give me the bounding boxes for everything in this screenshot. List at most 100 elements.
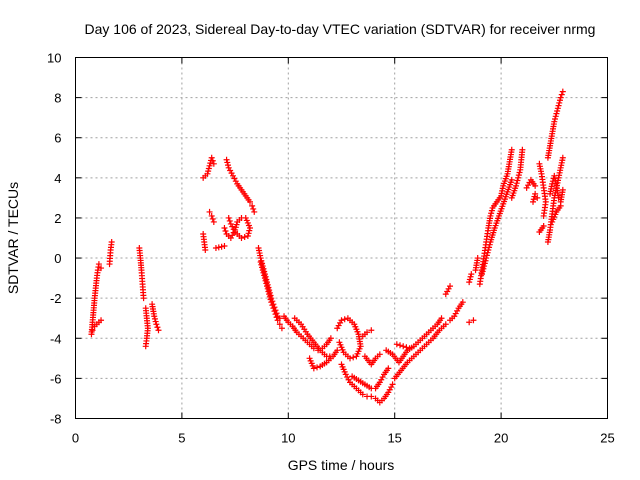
data-point <box>108 239 115 246</box>
data-point <box>327 335 334 342</box>
data-point <box>483 252 490 259</box>
data-point <box>479 268 486 275</box>
x-tick-label: 0 <box>72 431 79 446</box>
data-point <box>233 221 240 228</box>
data-point <box>224 159 231 166</box>
data-point <box>336 339 343 346</box>
data-point <box>341 316 348 323</box>
y-tick-labels: -8 -6 -4 -2 0 2 4 6 8 10 <box>47 51 61 427</box>
data-point <box>227 220 234 227</box>
data-point <box>266 293 273 300</box>
data-point <box>246 198 253 205</box>
data-point <box>406 345 413 352</box>
data-point <box>151 315 158 322</box>
data-point <box>212 245 219 252</box>
data-point <box>221 224 228 231</box>
data-point <box>249 202 256 209</box>
x-tick-label: 25 <box>600 431 614 446</box>
data-point <box>468 271 475 278</box>
data-point <box>534 194 541 201</box>
data-point <box>140 295 147 302</box>
data-point <box>466 319 473 326</box>
data-point <box>258 261 265 268</box>
data-point <box>210 160 217 167</box>
data-point <box>447 283 454 290</box>
data-point <box>481 260 488 267</box>
data-point <box>218 243 225 250</box>
data-point <box>338 317 345 324</box>
data-point <box>532 182 539 189</box>
data-point <box>245 230 252 237</box>
data-point <box>530 198 537 205</box>
y-tick-label: -2 <box>50 291 62 306</box>
data-point <box>272 311 279 318</box>
data-point <box>246 224 253 231</box>
data-point <box>89 327 96 334</box>
data-point <box>483 255 490 262</box>
data-point <box>478 271 485 278</box>
data-point <box>334 347 341 354</box>
data-point <box>221 243 228 250</box>
y-tick-label: 0 <box>54 251 61 266</box>
x-tick-label: 15 <box>387 431 401 446</box>
data-point <box>515 174 522 181</box>
data-point <box>310 365 317 372</box>
data-point <box>531 193 538 200</box>
y-axis-label: SDTVAR / TECUs <box>5 182 21 294</box>
x-axis-label: GPS time / hours <box>288 457 395 473</box>
data-point <box>364 329 371 336</box>
data-point <box>215 244 222 251</box>
data-point <box>486 241 493 248</box>
data-point <box>210 218 217 225</box>
y-tick-label: 10 <box>47 51 61 66</box>
data-point <box>553 110 560 117</box>
data-point <box>204 170 211 177</box>
data-point <box>519 146 526 153</box>
data-point <box>222 227 229 234</box>
data-point <box>327 355 334 362</box>
data-point <box>397 342 404 349</box>
data-point <box>261 275 268 282</box>
y-tick-label: 2 <box>54 211 61 226</box>
data-point <box>98 317 105 324</box>
data-point <box>487 212 494 219</box>
data-point <box>400 343 407 350</box>
y-tick-label: -8 <box>50 412 62 427</box>
data-point <box>515 172 522 179</box>
data-point <box>98 265 105 272</box>
data-point <box>151 313 158 320</box>
data-point <box>467 273 474 280</box>
data-point <box>250 205 257 212</box>
data-point <box>153 321 160 328</box>
data-point <box>95 261 102 268</box>
data-point <box>532 190 539 197</box>
chart-title: Day 106 of 2023, Sidereal Day-to-day VTE… <box>85 21 596 37</box>
data-point <box>488 207 495 214</box>
data-point <box>540 222 547 229</box>
data-point <box>508 146 515 153</box>
data-point <box>264 285 271 292</box>
data-point <box>513 180 520 187</box>
data-point <box>485 247 492 254</box>
data-point <box>368 327 375 334</box>
x-tick-labels: 0 5 10 15 20 25 <box>72 431 615 446</box>
data-point <box>142 343 149 350</box>
data-point <box>206 208 213 215</box>
data-point <box>516 169 523 176</box>
data-point <box>557 94 564 101</box>
data-point <box>555 102 562 109</box>
x-tick-label: 10 <box>281 431 295 446</box>
data-point <box>267 296 274 303</box>
data-point <box>557 202 564 209</box>
data-point <box>466 279 473 286</box>
x-tick-label: 5 <box>178 431 185 446</box>
data-point <box>209 157 216 164</box>
data-point <box>276 321 283 328</box>
data-point <box>359 391 366 398</box>
data-point <box>152 318 159 325</box>
data-point <box>271 308 278 315</box>
data-point <box>350 354 357 361</box>
data-point <box>274 317 281 324</box>
data-point <box>438 315 445 322</box>
